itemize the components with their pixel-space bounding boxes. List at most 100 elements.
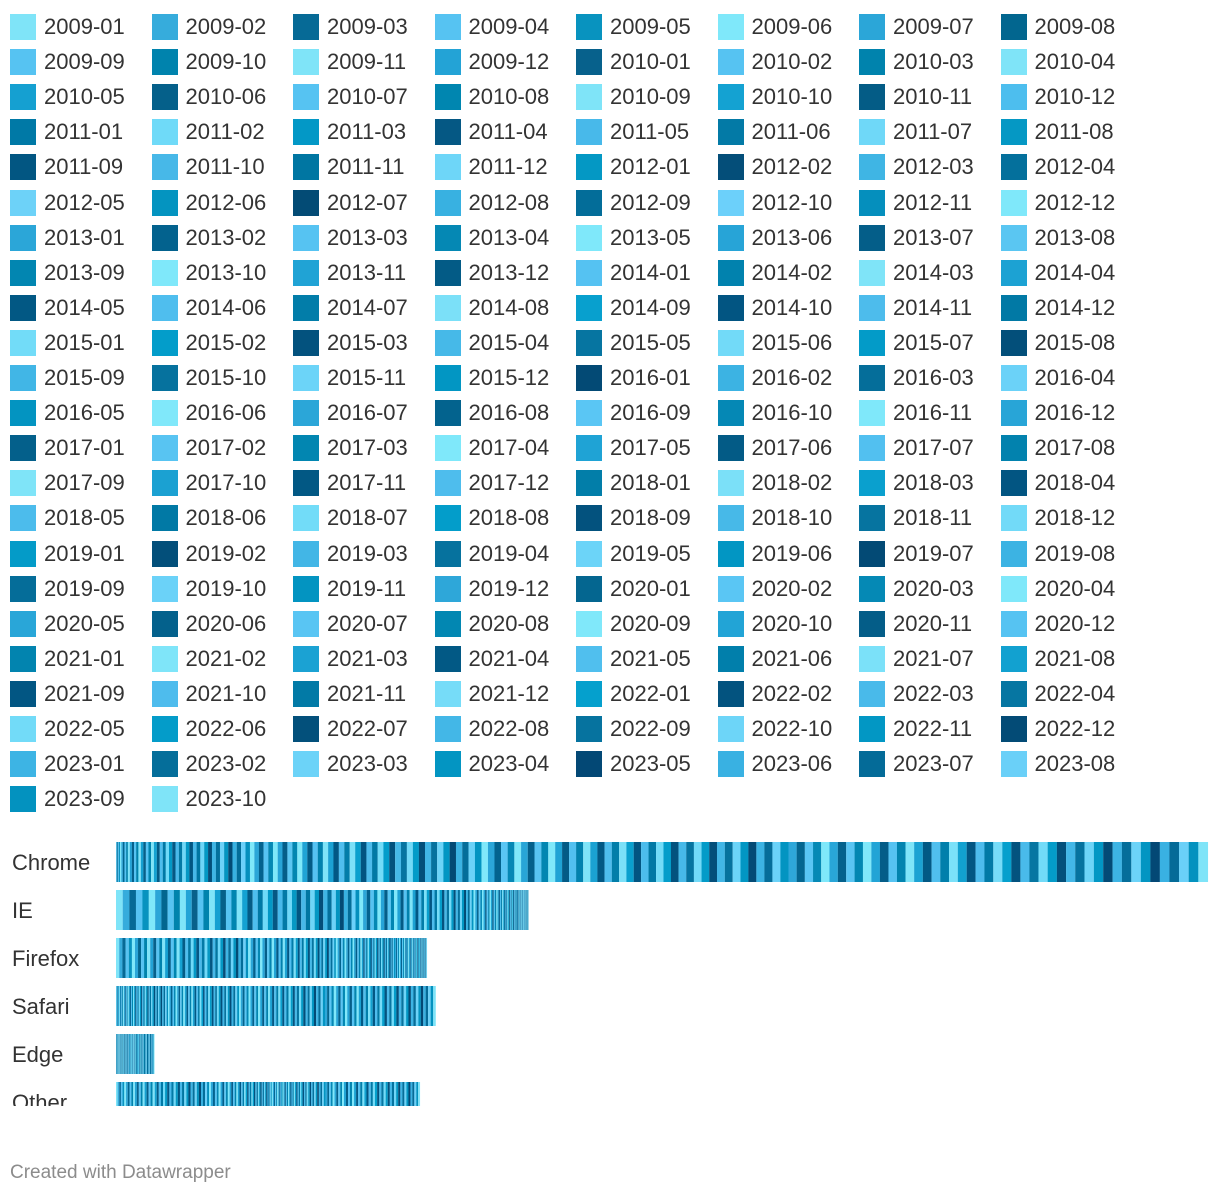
bar-segment bbox=[701, 842, 710, 882]
bar-segment bbox=[442, 890, 445, 930]
legend-label: 2013-10 bbox=[185, 259, 267, 285]
legend-swatch bbox=[293, 610, 319, 637]
bar-segment bbox=[418, 938, 420, 978]
legend-swatch bbox=[1000, 14, 1027, 40]
bar-segment bbox=[327, 986, 330, 1026]
bar-segment bbox=[370, 1082, 373, 1106]
bar-segment bbox=[248, 986, 251, 1026]
bar-segment bbox=[342, 1082, 345, 1106]
bar-segment bbox=[356, 986, 359, 1026]
bar-segment bbox=[583, 842, 591, 882]
bar-segment bbox=[1038, 842, 1048, 882]
bar-segment bbox=[165, 938, 169, 978]
bar-segment bbox=[146, 986, 148, 1026]
bar-segment bbox=[324, 986, 328, 1026]
legend-label: 2011-07 bbox=[893, 119, 973, 145]
bar-segment bbox=[346, 938, 348, 978]
bar-segment bbox=[431, 842, 438, 882]
bar-segment bbox=[223, 938, 226, 978]
legend-swatch bbox=[151, 119, 178, 146]
bar-segment bbox=[358, 938, 361, 978]
bar-segment bbox=[403, 938, 405, 978]
bar-segment bbox=[148, 1034, 149, 1074]
bar-segment bbox=[416, 1082, 419, 1106]
legend-label: 2014-05 bbox=[44, 294, 125, 320]
bar-segment bbox=[311, 986, 315, 1026]
bar-segment bbox=[503, 890, 505, 930]
bar-segment bbox=[117, 1082, 120, 1106]
bar-segment bbox=[329, 1082, 331, 1106]
legend-label: 2012-07 bbox=[327, 189, 408, 215]
bar-segment bbox=[1093, 842, 1104, 882]
bar-segment bbox=[233, 938, 236, 978]
bar-segment bbox=[148, 986, 150, 1026]
bar-segment bbox=[196, 938, 200, 978]
bar-segment bbox=[1188, 842, 1199, 882]
bar-segment bbox=[1103, 842, 1113, 882]
bar-segment bbox=[410, 1082, 413, 1106]
legend-swatch bbox=[10, 189, 36, 216]
bar-segment bbox=[507, 842, 515, 882]
bar-segment bbox=[116, 938, 120, 978]
bar-segment bbox=[888, 842, 898, 882]
legend-swatch bbox=[717, 119, 744, 146]
bar-segment bbox=[386, 986, 390, 1026]
bar-segment bbox=[402, 1082, 405, 1106]
legend-swatch bbox=[10, 84, 36, 111]
bar-segment bbox=[138, 842, 141, 882]
bar-segment bbox=[134, 1034, 135, 1074]
bar-segment bbox=[429, 890, 432, 930]
legend-label: 2021-07 bbox=[893, 645, 974, 671]
legend-swatch bbox=[1000, 224, 1027, 251]
bar-segment bbox=[394, 890, 398, 930]
legend-label: 2010-12 bbox=[1034, 84, 1116, 110]
bar-segment bbox=[152, 1034, 154, 1074]
legend-swatch bbox=[717, 365, 744, 391]
legend-swatch bbox=[434, 540, 461, 567]
bar-segment bbox=[172, 986, 175, 1026]
legend-swatch bbox=[859, 400, 885, 427]
legend-label: 2015-03 bbox=[327, 329, 408, 355]
bar-segment bbox=[709, 842, 718, 882]
legend-swatch bbox=[293, 575, 319, 602]
bar-segment bbox=[626, 842, 634, 882]
bar-label: IE bbox=[12, 898, 33, 923]
bar-segment bbox=[360, 1082, 363, 1106]
bar-segment bbox=[355, 938, 358, 978]
bar-segment bbox=[170, 986, 173, 1026]
bar-segment bbox=[548, 842, 556, 882]
bar-segment bbox=[200, 842, 205, 882]
bar-label: Safari bbox=[12, 994, 69, 1019]
bar-segment bbox=[401, 986, 404, 1026]
bar-segment bbox=[119, 986, 120, 1026]
bar-segment bbox=[304, 1082, 306, 1106]
bar-segment bbox=[209, 890, 215, 930]
bar-segment bbox=[377, 986, 380, 1026]
bar-segment bbox=[312, 842, 318, 882]
bar-segment bbox=[142, 1034, 143, 1074]
bar-segment bbox=[521, 890, 522, 930]
bar-segment bbox=[130, 986, 133, 1026]
bar-segment bbox=[501, 890, 503, 930]
bar-segment bbox=[259, 1082, 261, 1106]
bar-segment bbox=[175, 986, 178, 1026]
bar-segment bbox=[159, 986, 161, 1026]
bar-segment bbox=[288, 986, 291, 1026]
legend-label: 2020-06 bbox=[185, 610, 267, 636]
legend-label: 2021-04 bbox=[468, 645, 550, 671]
bar-segment bbox=[206, 986, 209, 1026]
bar-segment bbox=[136, 842, 139, 882]
bar-segment bbox=[191, 890, 198, 930]
bar-segment bbox=[289, 938, 292, 978]
bar-segment bbox=[144, 1082, 147, 1106]
bar-segment bbox=[248, 1082, 250, 1106]
stacked-bar-chart: Chrome IE Firefox Safari Edge Other bbox=[12, 842, 1209, 1106]
legend-label: 2019-05 bbox=[610, 540, 691, 566]
legend-label: 2018-08 bbox=[468, 505, 550, 531]
bar-segment bbox=[117, 986, 119, 1026]
bar-segment bbox=[349, 938, 351, 978]
bar-segment bbox=[461, 890, 465, 930]
bar-segment bbox=[116, 842, 118, 882]
bar-segment bbox=[272, 986, 275, 1026]
bar-segment bbox=[467, 890, 470, 930]
